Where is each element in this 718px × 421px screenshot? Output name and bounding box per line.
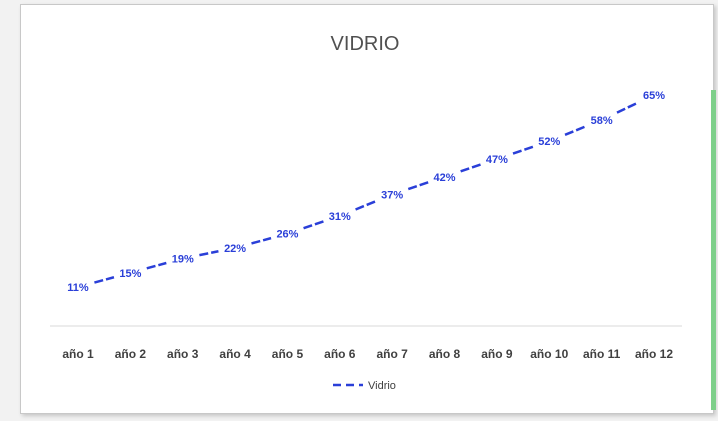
- x-tick-label: año 10: [530, 347, 568, 361]
- data-label: 52%: [538, 136, 560, 148]
- x-tick-label: año 1: [62, 347, 94, 361]
- data-label: 65%: [643, 90, 665, 102]
- data-label: 42%: [434, 172, 456, 184]
- series-layer: [94, 101, 640, 284]
- series-line-segment: [616, 101, 640, 114]
- chart-frame: [20, 4, 714, 414]
- data-label: 31%: [329, 211, 351, 223]
- series-line-segment: [94, 276, 115, 284]
- category-label-layer: año 1 año 2 año 3 año 4 año 5 año 6 año 7 año 8…: [62, 347, 673, 361]
- x-tick-label: año 6: [324, 347, 356, 361]
- series-line-segment: [460, 163, 482, 173]
- series-line-segment: [512, 145, 534, 155]
- x-tick-label: año 12: [635, 347, 673, 361]
- data-label: 11%: [67, 282, 89, 294]
- data-label: 58%: [591, 115, 613, 127]
- data-label: 22%: [224, 243, 246, 255]
- series-line-segment: [251, 236, 272, 245]
- x-tick-label: año 7: [377, 347, 409, 361]
- x-tick-label: año 2: [115, 347, 147, 361]
- data-label: 19%: [172, 254, 194, 266]
- data-label: 26%: [276, 229, 298, 241]
- series-line-segment: [199, 250, 219, 257]
- x-tick-label: año 8: [429, 347, 461, 361]
- data-label: 47%: [486, 154, 508, 166]
- side-accent-bar: [711, 90, 716, 410]
- series-line-segment: [355, 199, 377, 211]
- legend-label: Vidrio: [368, 380, 396, 392]
- data-label-layer: 11% 15% 19% 22% 26% 31% 37% 42% 47% 52% 58% 65%: [67, 90, 665, 294]
- series-line-segment: [407, 181, 429, 191]
- data-label: 15%: [119, 268, 141, 280]
- series-line-segment: [303, 220, 325, 230]
- series-line-segment: [146, 261, 167, 270]
- x-tick-label: año 4: [219, 347, 251, 361]
- chart-title: VIDRIO: [331, 33, 400, 55]
- data-label: 37%: [381, 190, 403, 202]
- x-tick-label: año 5: [272, 347, 304, 361]
- legend: Vidrio: [333, 380, 396, 392]
- series-line-segment: [564, 125, 587, 136]
- x-tick-label: año 11: [583, 347, 621, 361]
- x-tick-label: año 9: [481, 347, 513, 361]
- x-tick-label: año 3: [167, 347, 199, 361]
